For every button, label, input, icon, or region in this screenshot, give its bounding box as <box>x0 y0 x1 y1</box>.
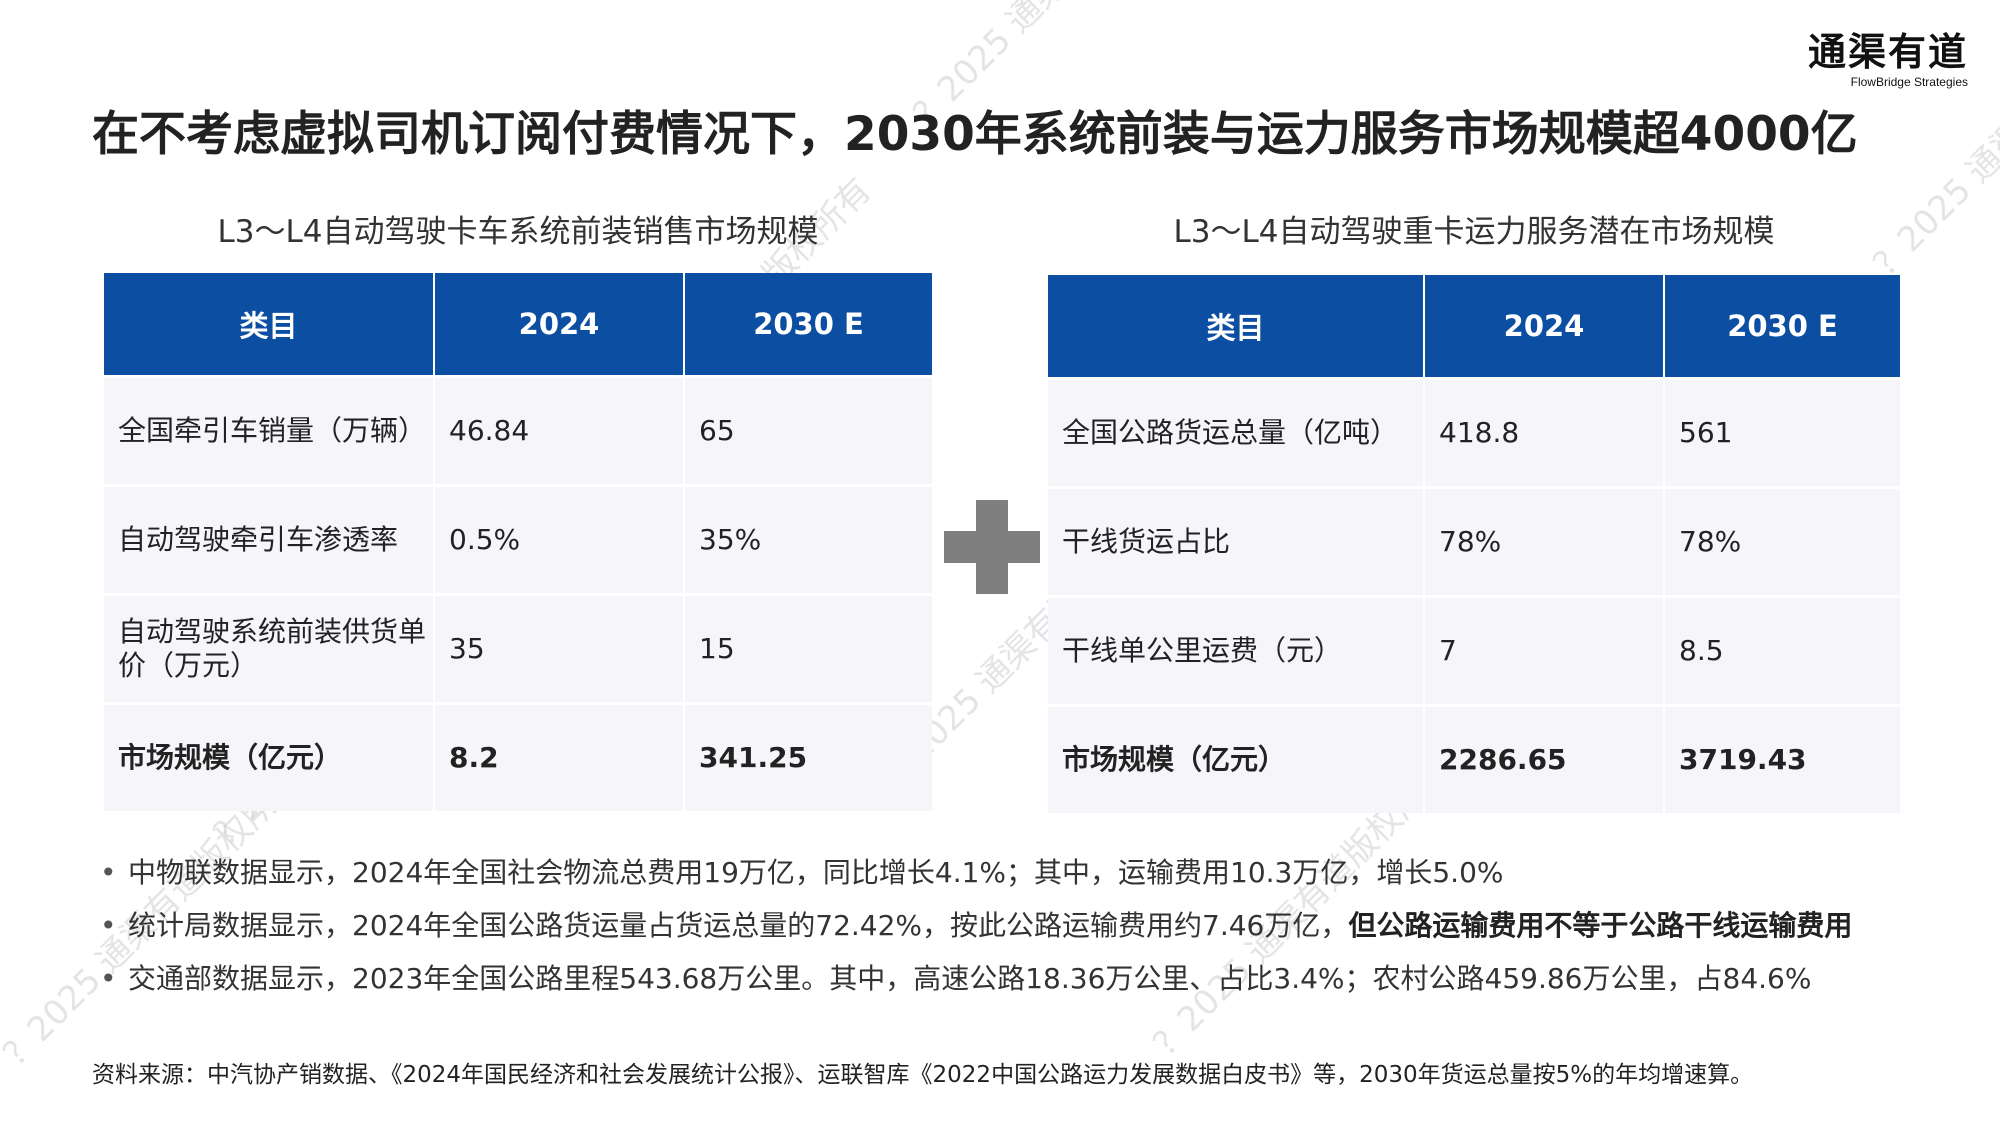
value-2024: 7 <box>1424 595 1665 706</box>
right-table-subtitle: L3～L4自动驾驶重卡运力服务潜在市场规模 <box>1173 214 1775 250</box>
column-header-2030e: 2030 E <box>684 273 932 377</box>
freight-service-market-table: 类目 2024 2030 E 全国公路货运总量（亿吨） 418.8 561 干线… <box>1048 275 1900 813</box>
source-note: 资料来源：中汽协产销数据、《2024年国民经济和社会发展统计公报》、运联智库《2… <box>92 1062 1754 1088</box>
row-label: 市场规模（亿元） <box>1048 704 1425 813</box>
row-label: 自动驾驶牵引车渗透率 <box>104 484 435 595</box>
brand-tagline: FlowBridge Strategies <box>1850 75 1968 89</box>
left-table-subtitle: L3～L4自动驾驶卡车系统前装销售市场规模 <box>217 214 819 250</box>
table-total-row: 市场规模（亿元） 8.2 341.25 <box>104 702 932 811</box>
table-row: 干线单公里运费（元） 7 8.5 <box>1048 595 1900 706</box>
watermark: ？2025 通渠有道版权所有 <box>1480 0 1800 5</box>
table-total-row: 市场规模（亿元） 2286.65 3719.43 <box>1048 704 1900 813</box>
table-row: 自动驾驶牵引车渗透率 0.5% 35% <box>104 484 932 595</box>
note-emphasis: 但公路运输费用不等于公路干线运输费用 <box>1348 909 1853 942</box>
value-2030e: 3719.43 <box>1664 704 1900 813</box>
list-item: • 中物联数据显示，2024年全国社会物流总费用19万亿，同比增长4.1%；其中，… <box>100 846 1980 899</box>
row-label: 干线货运占比 <box>1048 486 1425 597</box>
column-header-2024: 2024 <box>434 273 685 377</box>
list-item: • 交通部数据显示，2023年全国公路里程543.68万公里。其中，高速公路18.… <box>100 952 1980 1005</box>
plus-icon <box>976 500 1008 594</box>
value-2024: 46.84 <box>434 375 685 486</box>
value-2030e: 561 <box>1664 377 1900 488</box>
value-2024: 2286.65 <box>1424 704 1665 813</box>
row-label: 干线单公里运费（元） <box>1048 595 1425 706</box>
column-header-category: 类目 <box>1048 275 1425 379</box>
brand-logo: 通渠有道 FlowBridge Strategies <box>1808 30 1968 90</box>
column-header-2024: 2024 <box>1424 275 1665 379</box>
notes-list: • 中物联数据显示，2024年全国社会物流总费用19万亿，同比增长4.1%；其中，… <box>100 846 1980 1005</box>
brand-name: 通渠有道 <box>1807 30 1968 74</box>
table-row: 干线货运占比 78% 78% <box>1048 486 1900 597</box>
page-title: 在不考虑虚拟司机订阅付费情况下，2030年系统前装与运力服务市场规模超4000亿 <box>92 107 1858 162</box>
note-text: 统计局数据显示，2024年全国公路货运量占货运总量的72.42%，按此公路运输费… <box>128 909 1349 942</box>
value-2030e: 78% <box>1664 486 1900 597</box>
truck-system-market-table: 类目 2024 2030 E 全国牵引车销量（万辆） 46.84 65 自动驾驶… <box>104 273 932 811</box>
value-2024: 0.5% <box>434 484 685 595</box>
bullet-marker: • <box>100 909 117 942</box>
table-header-row: 类目 2024 2030 E <box>1048 275 1900 379</box>
value-2030e: 15 <box>684 593 932 704</box>
value-2024: 35 <box>434 593 685 704</box>
value-2030e: 8.5 <box>1664 595 1900 706</box>
row-label: 全国公路货运总量（亿吨） <box>1048 377 1425 488</box>
value-2030e: 341.25 <box>684 702 932 811</box>
note-text: 交通部数据显示，2023年全国公路里程543.68万公里。其中，高速公路18.3… <box>128 962 1812 995</box>
value-2024: 78% <box>1424 486 1665 597</box>
table-header-row: 类目 2024 2030 E <box>104 273 932 377</box>
row-label: 市场规模（亿元） <box>104 702 435 811</box>
bullet-marker: • <box>100 962 117 995</box>
row-label: 自动驾驶系统前装供货单价（万元） <box>104 593 435 704</box>
value-2030e: 65 <box>684 375 932 486</box>
list-item: • 统计局数据显示，2024年全国公路货运量占货运总量的72.42%，按此公路运输… <box>100 899 1980 952</box>
value-2030e: 35% <box>684 484 932 595</box>
bullet-marker: • <box>100 856 117 889</box>
column-header-2030e: 2030 E <box>1664 275 1900 379</box>
row-label: 全国牵引车销量（万辆） <box>104 375 435 486</box>
value-2024: 8.2 <box>434 702 685 811</box>
note-text: 中物联数据显示，2024年全国社会物流总费用19万亿，同比增长4.1%；其中，运… <box>128 856 1504 889</box>
table-row: 全国公路货运总量（亿吨） 418.8 561 <box>1048 377 1900 488</box>
value-2024: 418.8 <box>1424 377 1665 488</box>
table-row: 自动驾驶系统前装供货单价（万元） 35 15 <box>104 593 932 704</box>
table-row: 全国牵引车销量（万辆） 46.84 65 <box>104 375 932 486</box>
column-header-category: 类目 <box>104 273 435 377</box>
